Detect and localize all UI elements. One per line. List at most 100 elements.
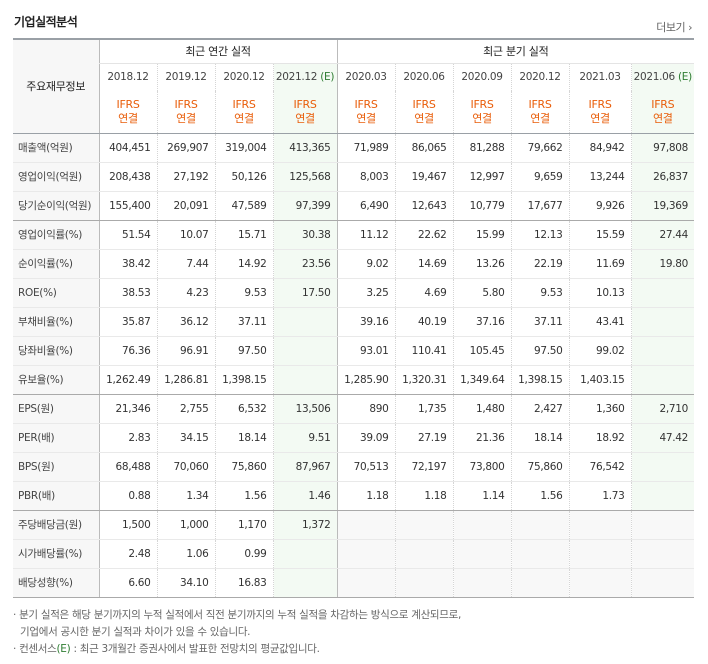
- ifrs-label: IFRS: [651, 97, 675, 111]
- table-cell: [452, 539, 512, 569]
- accounting-standard-header: IFRS 연결: [568, 91, 632, 134]
- table-cell: 1,480: [452, 394, 512, 424]
- period-label: 2021.06: [633, 71, 676, 84]
- row-label: PBR(배): [13, 481, 99, 511]
- table-cell: 1,170: [214, 510, 273, 540]
- table-cell: 37.11: [214, 307, 273, 337]
- period-header: 2020.12: [214, 63, 273, 91]
- table-cell: [336, 568, 396, 598]
- table-cell: [510, 568, 570, 598]
- table-cell: 3.25: [336, 278, 396, 308]
- table-cell: [394, 568, 454, 598]
- table-cell: 21,346: [98, 394, 157, 424]
- table-cell: [394, 539, 454, 569]
- period-header: 2021.06 (E): [630, 63, 695, 91]
- table-cell: 105.45: [452, 336, 512, 366]
- table-cell: 39.16: [336, 307, 396, 337]
- table-cell: 0.88: [98, 481, 157, 511]
- table-row: 주당배당금(원) 1,500 1,000 1,170 1,372: [13, 510, 695, 540]
- table-cell: [272, 539, 338, 569]
- table-cell: 30.38: [272, 220, 338, 250]
- ifrs-label: IFRS: [470, 97, 494, 111]
- table-row: ROE(%) 38.53 4.23 9.53 17.50 3.25 4.69 5.80 9.53…: [13, 278, 695, 308]
- table-cell: [336, 510, 396, 540]
- table-cell: 81,288: [452, 133, 512, 163]
- table-cell: [272, 365, 338, 395]
- accounting-standard-header: IFRS 연결: [452, 91, 512, 134]
- table-cell: 97.50: [510, 336, 570, 366]
- table-cell: 47.42: [630, 423, 695, 453]
- table-cell: 37.16: [452, 307, 512, 337]
- group-annual-header: 최근 연간 실적: [98, 38, 338, 64]
- period-label: 2020.09: [461, 71, 503, 84]
- table-cell: [272, 336, 338, 366]
- consolidated-label: 연결: [176, 111, 196, 125]
- table-cell: 38.42: [98, 249, 157, 279]
- table-cell: 17.50: [272, 278, 338, 308]
- table-cell: 72,197: [394, 452, 454, 482]
- table-cell: 1.06: [156, 539, 215, 569]
- period-header: 2020.03: [336, 63, 396, 91]
- table-cell: 73,800: [452, 452, 512, 482]
- table-cell: 890: [336, 394, 396, 424]
- chevron-right-icon: ›: [688, 21, 692, 34]
- consolidated-label: 연결: [118, 111, 138, 125]
- table-cell: 1,262.49: [98, 365, 157, 395]
- table-cell: 97,808: [630, 133, 695, 163]
- table-cell: 1.46: [272, 481, 338, 511]
- row-label: 당좌비율(%): [13, 336, 99, 366]
- table-cell: 19,467: [394, 162, 454, 192]
- consolidated-label: 연결: [295, 111, 315, 125]
- table-cell: 2.48: [98, 539, 157, 569]
- period-header: 2018.12: [98, 63, 157, 91]
- table-cell: 2,710: [630, 394, 695, 424]
- table-cell: 1.56: [510, 481, 570, 511]
- table-cell: [452, 568, 512, 598]
- table-cell: 15.71: [214, 220, 273, 250]
- table-cell: 26,837: [630, 162, 695, 192]
- table-cell: [568, 510, 632, 540]
- period-label: 2020.06: [403, 71, 445, 84]
- row-label: 주당배당금(원): [13, 510, 99, 540]
- row-label: 배당성향(%): [13, 568, 99, 598]
- row-label: 시가배당률(%): [13, 539, 99, 569]
- table-cell: 9.53: [510, 278, 570, 308]
- ifrs-label: IFRS: [588, 97, 612, 111]
- table-row: 부채비율(%) 35.87 36.12 37.11 39.16 40.19 37.16 37.…: [13, 307, 695, 337]
- table-cell: 21.36: [452, 423, 512, 453]
- ifrs-label: IFRS: [528, 97, 552, 111]
- table-cell: [630, 539, 695, 569]
- table-cell: 96.91: [156, 336, 215, 366]
- period-label: 2020.12: [519, 71, 561, 84]
- row-label: 유보율(%): [13, 365, 99, 395]
- consolidated-label: 연결: [472, 111, 492, 125]
- table-cell: 9,926: [568, 191, 632, 221]
- table-cell: 10.07: [156, 220, 215, 250]
- table-cell: 6,490: [336, 191, 396, 221]
- table-cell: 319,004: [214, 133, 273, 163]
- accounting-standard-header: IFRS 연결: [214, 91, 273, 134]
- table-cell: 40.19: [394, 307, 454, 337]
- table-cell: 97.50: [214, 336, 273, 366]
- ifrs-label: IFRS: [232, 97, 256, 111]
- table-cell: 4.69: [394, 278, 454, 308]
- table-cell: 0.99: [214, 539, 273, 569]
- table-cell: [630, 481, 695, 511]
- table-cell: 99.02: [568, 336, 632, 366]
- table-cell: 14.92: [214, 249, 273, 279]
- row-label: EPS(원): [13, 394, 99, 424]
- table-cell: 11.69: [568, 249, 632, 279]
- footnote-quarterly-cont: 기업에서 공시한 분기 실적과 차이가 있을 수 있습니다.: [20, 625, 251, 638]
- ifrs-label: IFRS: [174, 97, 198, 111]
- table-cell: 1,398.15: [510, 365, 570, 395]
- table-cell: 16.83: [214, 568, 273, 598]
- table-cell: 34.10: [156, 568, 215, 598]
- table-cell: [630, 452, 695, 482]
- table-cell: 22.62: [394, 220, 454, 250]
- more-label[interactable]: 더보기: [656, 21, 686, 34]
- table-cell: 1,398.15: [214, 365, 273, 395]
- period-label: 2020.03: [345, 71, 387, 84]
- more-link[interactable]: 더보기 ›: [656, 19, 692, 35]
- accounting-standard-header: IFRS 연결: [630, 91, 695, 134]
- table-cell: 155,400: [98, 191, 157, 221]
